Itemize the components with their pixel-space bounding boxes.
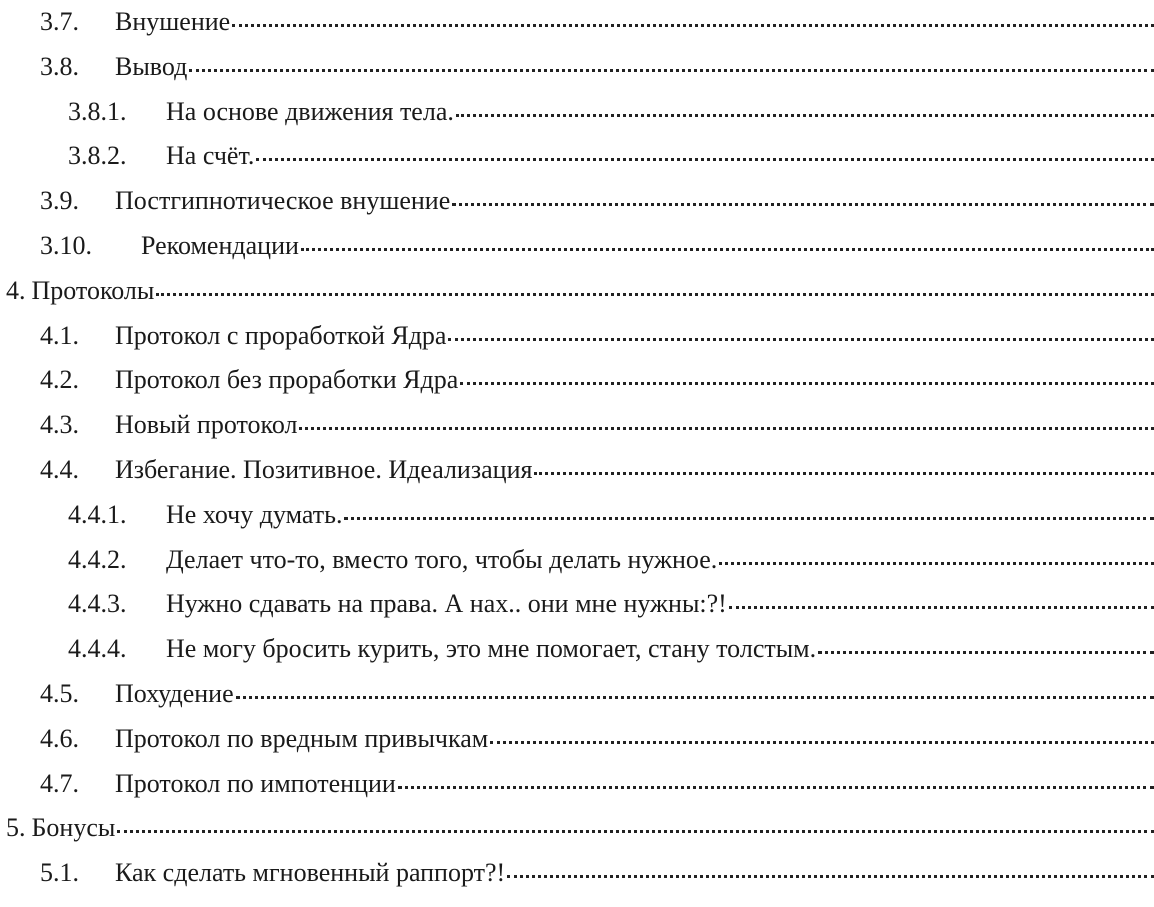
dot-leader xyxy=(344,516,1154,520)
dot-leader xyxy=(455,113,1154,117)
toc-entry-title: Протокол с проработкой Ядра xyxy=(115,320,447,350)
dot-leader xyxy=(299,427,1154,431)
toc-entry[interactable]: 5. Бонусы xyxy=(0,806,1154,850)
toc-entry-number: 3.9. xyxy=(40,186,79,216)
toc-entry-title: Рекомендации xyxy=(141,231,299,260)
toc-entry-title: Как сделать мгновенный раппорт?! xyxy=(115,858,506,888)
toc-entry-title: Похудение xyxy=(115,679,234,708)
toc-entry[interactable]: 4.5. Похудение xyxy=(0,672,1154,716)
toc-entry-number: 4.4.2. xyxy=(68,544,127,574)
toc-entry[interactable]: 3.9. Постгипнотическое внушение xyxy=(0,179,1154,223)
dot-leader xyxy=(534,472,1154,475)
toc-entry[interactable]: 3.10. Рекомендации xyxy=(0,224,1154,268)
toc-entry-number: 3.8. xyxy=(40,51,79,81)
toc-entry-title: Постгипнотическое внушение xyxy=(115,186,451,216)
dot-leader xyxy=(719,561,1154,565)
toc-entry-number: 3.8.2. xyxy=(68,141,127,171)
toc-entry-title: Не могу бросить курить, это мне помогает… xyxy=(166,634,817,664)
toc-entry-title: Внушение xyxy=(115,7,231,36)
toc-entry[interactable]: 4.3. Новый протокол xyxy=(0,403,1154,447)
dot-leader xyxy=(397,785,1154,789)
toc-entry[interactable]: 4.4.4. Не могу бросить курить, это мне по… xyxy=(0,627,1154,671)
toc-entry[interactable]: 5.1. Как сделать мгновенный раппорт?! xyxy=(0,851,1154,895)
toc-entry[interactable]: 3.7. Внушение xyxy=(0,0,1154,44)
toc-entry-number: 4.4.4. xyxy=(68,634,127,664)
toc-entry[interactable]: 4. Протоколы xyxy=(0,269,1154,313)
toc-entry-title: Протокол по вредным привычкам xyxy=(115,723,489,753)
toc-entry-number: 5. xyxy=(6,813,26,843)
dot-leader xyxy=(300,248,1154,251)
dot-leader xyxy=(460,382,1154,386)
toc-entry-number: 4.4.3. xyxy=(68,589,127,619)
toc-entry[interactable]: 3.8.1. На основе движения тела. xyxy=(0,90,1154,134)
toc-entry-title: На счёт. xyxy=(166,141,255,171)
toc-entry-number: 4.4.1. xyxy=(68,499,127,529)
toc-entry-title: Нужно сдавать на права. А нах.. они мне … xyxy=(166,589,727,619)
toc-entry[interactable]: 4.6. Протокол по вредным привычкам xyxy=(0,717,1154,761)
dot-leader xyxy=(448,337,1154,341)
toc-entry-number: 4.2. xyxy=(40,365,79,395)
toc-entry-number: 4.4. xyxy=(40,455,79,484)
dot-leader xyxy=(452,203,1154,207)
dot-leader xyxy=(490,740,1154,744)
toc-entry-number: 3.8.1. xyxy=(68,96,127,126)
toc-entry-title: Протокол по импотенции xyxy=(115,768,396,798)
toc-entry-title: Не хочу думать. xyxy=(166,499,343,529)
toc-entry[interactable]: 4.4.3. Нужно сдавать на права. А нах.. он… xyxy=(0,582,1154,626)
toc-entry[interactable]: 4.7. Протокол по импотенции xyxy=(0,762,1154,806)
dot-leader xyxy=(507,875,1154,879)
dot-leader xyxy=(235,696,1154,699)
dot-leader xyxy=(156,292,1154,296)
toc-entry[interactable]: 4.1. Протокол с проработкой Ядра xyxy=(0,314,1154,358)
toc-entry-title: Избегание. Позитивное. Идеализация xyxy=(115,455,533,484)
toc-entry-number: 4. xyxy=(6,275,26,305)
toc-entry[interactable]: 4.2. Протокол без проработки Ядра xyxy=(0,358,1154,402)
toc-entry-title: Протокол без проработки Ядра xyxy=(115,365,459,395)
dot-leader xyxy=(117,830,1154,834)
toc-entry-number: 4.3. xyxy=(40,410,79,440)
toc-entry[interactable]: 3.8. Вывод xyxy=(0,45,1154,89)
toc-entry-title: Вывод xyxy=(115,51,188,81)
toc-entry[interactable]: 4.4.1. Не хочу думать. xyxy=(0,493,1154,537)
dot-leader xyxy=(818,651,1154,655)
toc-entry-title: Бонусы xyxy=(31,813,116,843)
toc-entry-title: Делает что-то, вместо того, чтобы делать… xyxy=(166,544,718,574)
toc-entry-title: Новый протокол xyxy=(115,410,298,440)
dot-leader xyxy=(256,158,1154,162)
toc-entry-number: 3.10. xyxy=(40,231,92,260)
toc-entry-number: 4.5. xyxy=(40,679,79,708)
toc-entry[interactable]: 4.4. Избегание. Позитивное. Идеализация xyxy=(0,448,1154,492)
toc-entry-number: 4.1. xyxy=(40,320,79,350)
toc-entry-number: 4.6. xyxy=(40,723,79,753)
toc-entry-title: На основе движения тела. xyxy=(166,96,454,126)
toc-entry-title: Протоколы xyxy=(31,275,155,305)
toc-entry[interactable]: 4.4.2. Делает что-то, вместо того, чтобы … xyxy=(0,538,1154,582)
toc-entry-number: 3.7. xyxy=(40,7,79,36)
toc-entry-number: 4.7. xyxy=(40,768,79,798)
toc-entry-number: 5.1. xyxy=(40,858,79,888)
dot-leader xyxy=(189,68,1154,72)
dot-leader xyxy=(232,24,1154,27)
toc-entry[interactable]: 3.8.2. На счёт. xyxy=(0,134,1154,178)
dot-leader xyxy=(728,606,1154,610)
